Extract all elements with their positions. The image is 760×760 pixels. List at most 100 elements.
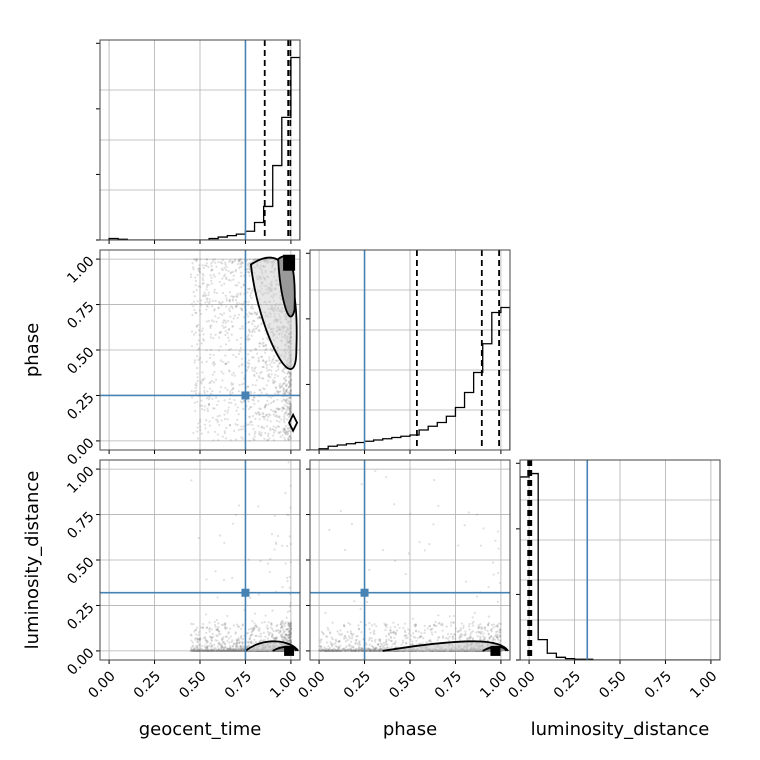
x-tick-label: 1.00: [477, 668, 510, 701]
scatter-point: [214, 639, 217, 642]
scatter-point: [275, 636, 278, 639]
scatter-point: [253, 374, 256, 378]
scatter-point: [221, 277, 224, 280]
scatter-point: [286, 437, 290, 440]
scatter-point: [339, 634, 342, 637]
scatter-point: [192, 623, 195, 626]
scatter-point: [263, 418, 266, 421]
scatter-point: [202, 623, 205, 626]
scatter-point: [268, 437, 271, 440]
scatter-point: [420, 632, 423, 635]
scatter-point: [237, 639, 240, 642]
scatter-point: [337, 648, 340, 651]
scatter-point: [197, 358, 200, 361]
scatter-point: [189, 649, 193, 652]
scatter-point: [349, 648, 353, 651]
scatter-point: [285, 399, 288, 403]
scatter-point: [272, 400, 275, 403]
scatter-point: [497, 571, 500, 575]
scatter-point: [197, 285, 200, 288]
scatter-point: [230, 262, 234, 265]
scatter-point: [232, 317, 235, 320]
scatter-point: [284, 621, 287, 624]
scatter-point: [441, 636, 445, 640]
scatter-point: [348, 649, 351, 652]
scatter-point: [229, 649, 232, 653]
scatter-point: [271, 633, 274, 636]
scatter-point: [247, 640, 251, 643]
scatter-point: [212, 337, 215, 340]
scatter-point: [275, 359, 278, 363]
scatter-point: [240, 647, 243, 651]
scatter-point: [194, 649, 198, 652]
scatter-point: [372, 649, 375, 652]
scatter-point: [266, 562, 270, 565]
scatter-point: [249, 420, 252, 424]
scatter-point: [377, 649, 380, 653]
scatter-point: [204, 293, 208, 296]
scatter-point: [221, 646, 224, 649]
scatter-point: [202, 281, 205, 285]
scatter-point: [289, 638, 292, 642]
scatter-point: [241, 303, 244, 306]
scatter-point: [367, 649, 370, 652]
scatter-point: [395, 629, 399, 632]
scatter-point: [219, 649, 222, 652]
scatter-point: [252, 427, 255, 431]
scatter-point: [213, 648, 216, 651]
scatter-point: [330, 648, 333, 652]
scatter-point: [189, 273, 193, 276]
scatter-point: [270, 622, 273, 625]
scatter-point: [215, 418, 218, 421]
scatter-point: [322, 649, 325, 653]
scatter-point: [229, 646, 232, 649]
scatter-point: [390, 645, 393, 648]
scatter-point: [239, 265, 242, 268]
scatter-point: [213, 308, 216, 311]
scatter-point: [452, 614, 455, 618]
scatter-point: [327, 649, 330, 653]
scatter-point: [289, 633, 292, 636]
scatter-point: [263, 621, 266, 624]
scatter-point: [239, 428, 243, 431]
scatter-point: [241, 362, 244, 365]
scatter-point: [237, 648, 240, 651]
scatter-point: [222, 649, 225, 653]
scatter-point: [203, 391, 206, 395]
scatter-point: [239, 644, 243, 648]
scatter-point: [332, 649, 335, 652]
scatter-point: [289, 627, 293, 630]
scatter-point: [289, 406, 292, 410]
scatter-point: [241, 371, 244, 374]
scatter-point: [227, 649, 231, 653]
scatter-point: [404, 637, 407, 640]
scatter-point: [238, 383, 241, 387]
scatter-point: [441, 624, 444, 627]
scatter-point: [322, 648, 325, 652]
scatter-point: [231, 325, 234, 328]
scatter-point: [270, 361, 273, 364]
density-peak: [490, 645, 501, 656]
scatter-point: [467, 511, 470, 514]
scatter-point: [275, 414, 278, 417]
scatter-point: [491, 623, 494, 627]
scatter-point: [378, 649, 381, 652]
scatter-point: [251, 633, 254, 636]
scatter-point: [198, 649, 201, 652]
scatter-point: [250, 420, 253, 423]
scatter-point: [352, 645, 355, 648]
scatter-point: [320, 647, 323, 650]
scatter-point: [328, 528, 331, 531]
scatter-point: [194, 283, 197, 287]
scatter-point: [192, 266, 195, 269]
scatter-point: [407, 628, 410, 631]
scatter-point: [374, 638, 377, 641]
scatter-point: [222, 312, 226, 315]
scatter-point: [342, 649, 345, 653]
scatter-point: [210, 628, 213, 631]
scatter-point: [288, 401, 292, 404]
scatter-point: [490, 630, 493, 633]
scatter-point: [463, 634, 466, 637]
scatter-point: [491, 640, 494, 643]
scatter-point: [238, 646, 241, 649]
